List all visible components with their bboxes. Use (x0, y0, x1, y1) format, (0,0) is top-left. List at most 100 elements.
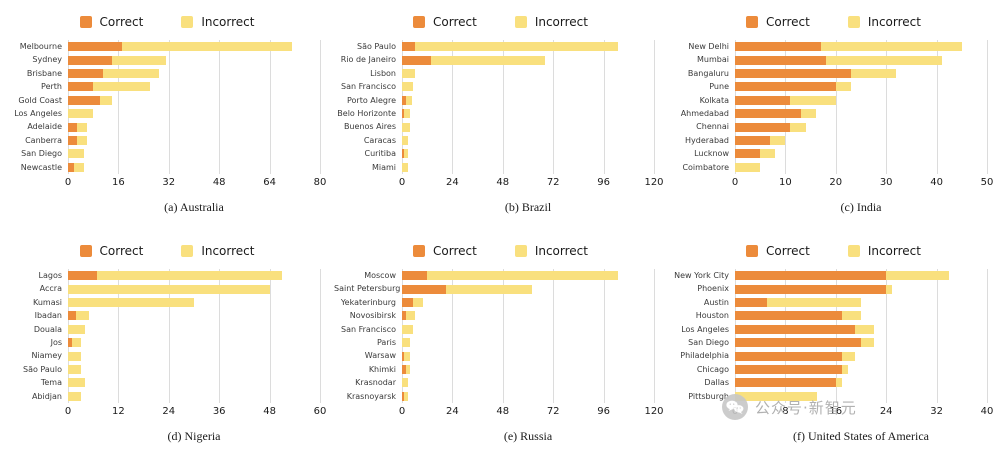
chart-caption: (f) United States of America (793, 429, 929, 443)
bar-row (68, 309, 320, 322)
bar-segment-incorrect (76, 311, 89, 321)
bar-segment-correct (735, 68, 851, 78)
bar-row (68, 363, 320, 376)
category-label: New Delhi (688, 42, 729, 51)
bar-row (68, 107, 320, 120)
category-label: Curitiba (364, 149, 396, 159)
x-tick-label: 96 (597, 177, 610, 188)
bar-segment-incorrect (842, 364, 849, 374)
category-label: Moscow (364, 271, 396, 280)
bar-row (68, 120, 320, 133)
gridline (68, 269, 69, 403)
gridline (553, 40, 555, 174)
bar-segment-incorrect (77, 122, 87, 132)
x-tick-label: 120 (644, 177, 664, 188)
x-tick-label: 0 (731, 177, 739, 188)
chart-caption: (a) Australia (164, 200, 224, 214)
bar-row (402, 120, 654, 133)
bar-segment-correct (735, 109, 801, 119)
gridline (835, 40, 837, 174)
category-label: Jos (50, 337, 62, 347)
legend-item-incorrect: Incorrect (514, 244, 588, 258)
category-labels: New Delhi Mumbai Bangaluru Pune Kolkata Ahmed… (667, 40, 735, 174)
x-tick-label: 16 (112, 177, 125, 188)
category-label: Rio de Janeiro (340, 55, 396, 65)
chart-australia: Correct Incorrect Melbourne Sydney Brisbane P… (0, 0, 334, 229)
bar-segment-incorrect (112, 55, 166, 65)
x-tick-label: 0 (64, 406, 72, 417)
legend-label-incorrect: Incorrect (867, 15, 921, 29)
bar-segment-correct (402, 271, 428, 281)
bar-segment-incorrect (68, 284, 270, 294)
bar-segment-incorrect (77, 135, 87, 145)
plot-area: São Paulo Rio de Janeiro Lisbon San Francis… (334, 40, 667, 174)
bar-segment-incorrect (102, 68, 160, 78)
bar-segment-correct (402, 109, 405, 119)
x-tick-label: 50 (980, 177, 994, 188)
category-label: Khimki (368, 364, 396, 374)
bar-segment-incorrect (402, 338, 411, 348)
bar-segment-correct (68, 82, 94, 92)
bar-segment-incorrect (406, 364, 411, 374)
category-label: São Paulo (23, 364, 62, 374)
category-label: Krasnodar (355, 378, 396, 388)
bar-segment-incorrect (886, 284, 893, 294)
gridline (219, 40, 221, 174)
legend-label-incorrect: Incorrect (201, 15, 255, 29)
incorrect-swatch (847, 245, 860, 257)
plot (68, 269, 321, 403)
category-label: Austin (703, 297, 729, 307)
x-axis: 0 24 48 72 96 120 (399, 174, 664, 192)
bar-segment-incorrect (835, 378, 843, 388)
bar-row (735, 282, 987, 295)
bar-segment-correct (735, 135, 771, 145)
correct-swatch (413, 16, 425, 28)
x-tick-label: 30 (879, 177, 893, 188)
plot-area: Lagos Accra Kumasi Ibadan Douala Jos Niamey São… (0, 269, 334, 403)
bar-segment-correct (402, 297, 413, 307)
bar-segment-incorrect (854, 324, 874, 334)
legend-item-correct: Correct (79, 244, 143, 258)
bar-segment-incorrect (402, 324, 413, 334)
gridline (269, 269, 271, 403)
bar-row (68, 269, 320, 282)
bar-row (68, 390, 320, 403)
chart-brazil: Correct Incorrect São Paulo Rio de Janeiro L… (334, 0, 667, 229)
plot-area: Moscow Saint Petersburg Yekaterinburg Novos… (334, 269, 667, 403)
incorrect-swatch (514, 16, 527, 28)
x-axis: 0 16 32 48 64 80 (65, 174, 327, 192)
category-label: Abidjan (31, 391, 62, 401)
bar-row (68, 67, 320, 80)
x-tick-label: 64 (263, 177, 276, 188)
bar-row (68, 282, 320, 295)
bar-row (402, 296, 654, 309)
bar-segment-incorrect (406, 311, 415, 321)
bar-row (402, 40, 654, 53)
bar-row (402, 269, 654, 282)
category-label: Philadelphia (680, 351, 729, 361)
gridline (835, 269, 837, 403)
category-label: Porto Alegre (346, 95, 396, 105)
legend: Correct Incorrect (0, 10, 334, 34)
bar-row (735, 80, 987, 93)
bar-segment-incorrect (68, 109, 94, 119)
chart-caption: (e) Russia (503, 429, 553, 443)
bar-row (402, 309, 654, 322)
bar-row (402, 161, 654, 174)
bar-row (402, 67, 654, 80)
category-label: Warsaw (364, 351, 396, 361)
bar-segment-correct (735, 122, 791, 132)
gridline (654, 40, 655, 174)
x-tick-label: 40 (980, 406, 994, 417)
bar-segment-incorrect (402, 82, 413, 92)
bar-row (402, 376, 654, 389)
bar-segment-incorrect (427, 271, 619, 281)
bar-row (735, 53, 987, 66)
category-label: Hyderabad (685, 135, 729, 145)
category-label: San Francisco (341, 82, 396, 92)
gridline (320, 40, 321, 174)
bar-segment-correct (735, 149, 761, 159)
bar-row (735, 349, 987, 362)
incorrect-swatch (514, 245, 527, 257)
chart-caption: (c) India (840, 200, 882, 214)
